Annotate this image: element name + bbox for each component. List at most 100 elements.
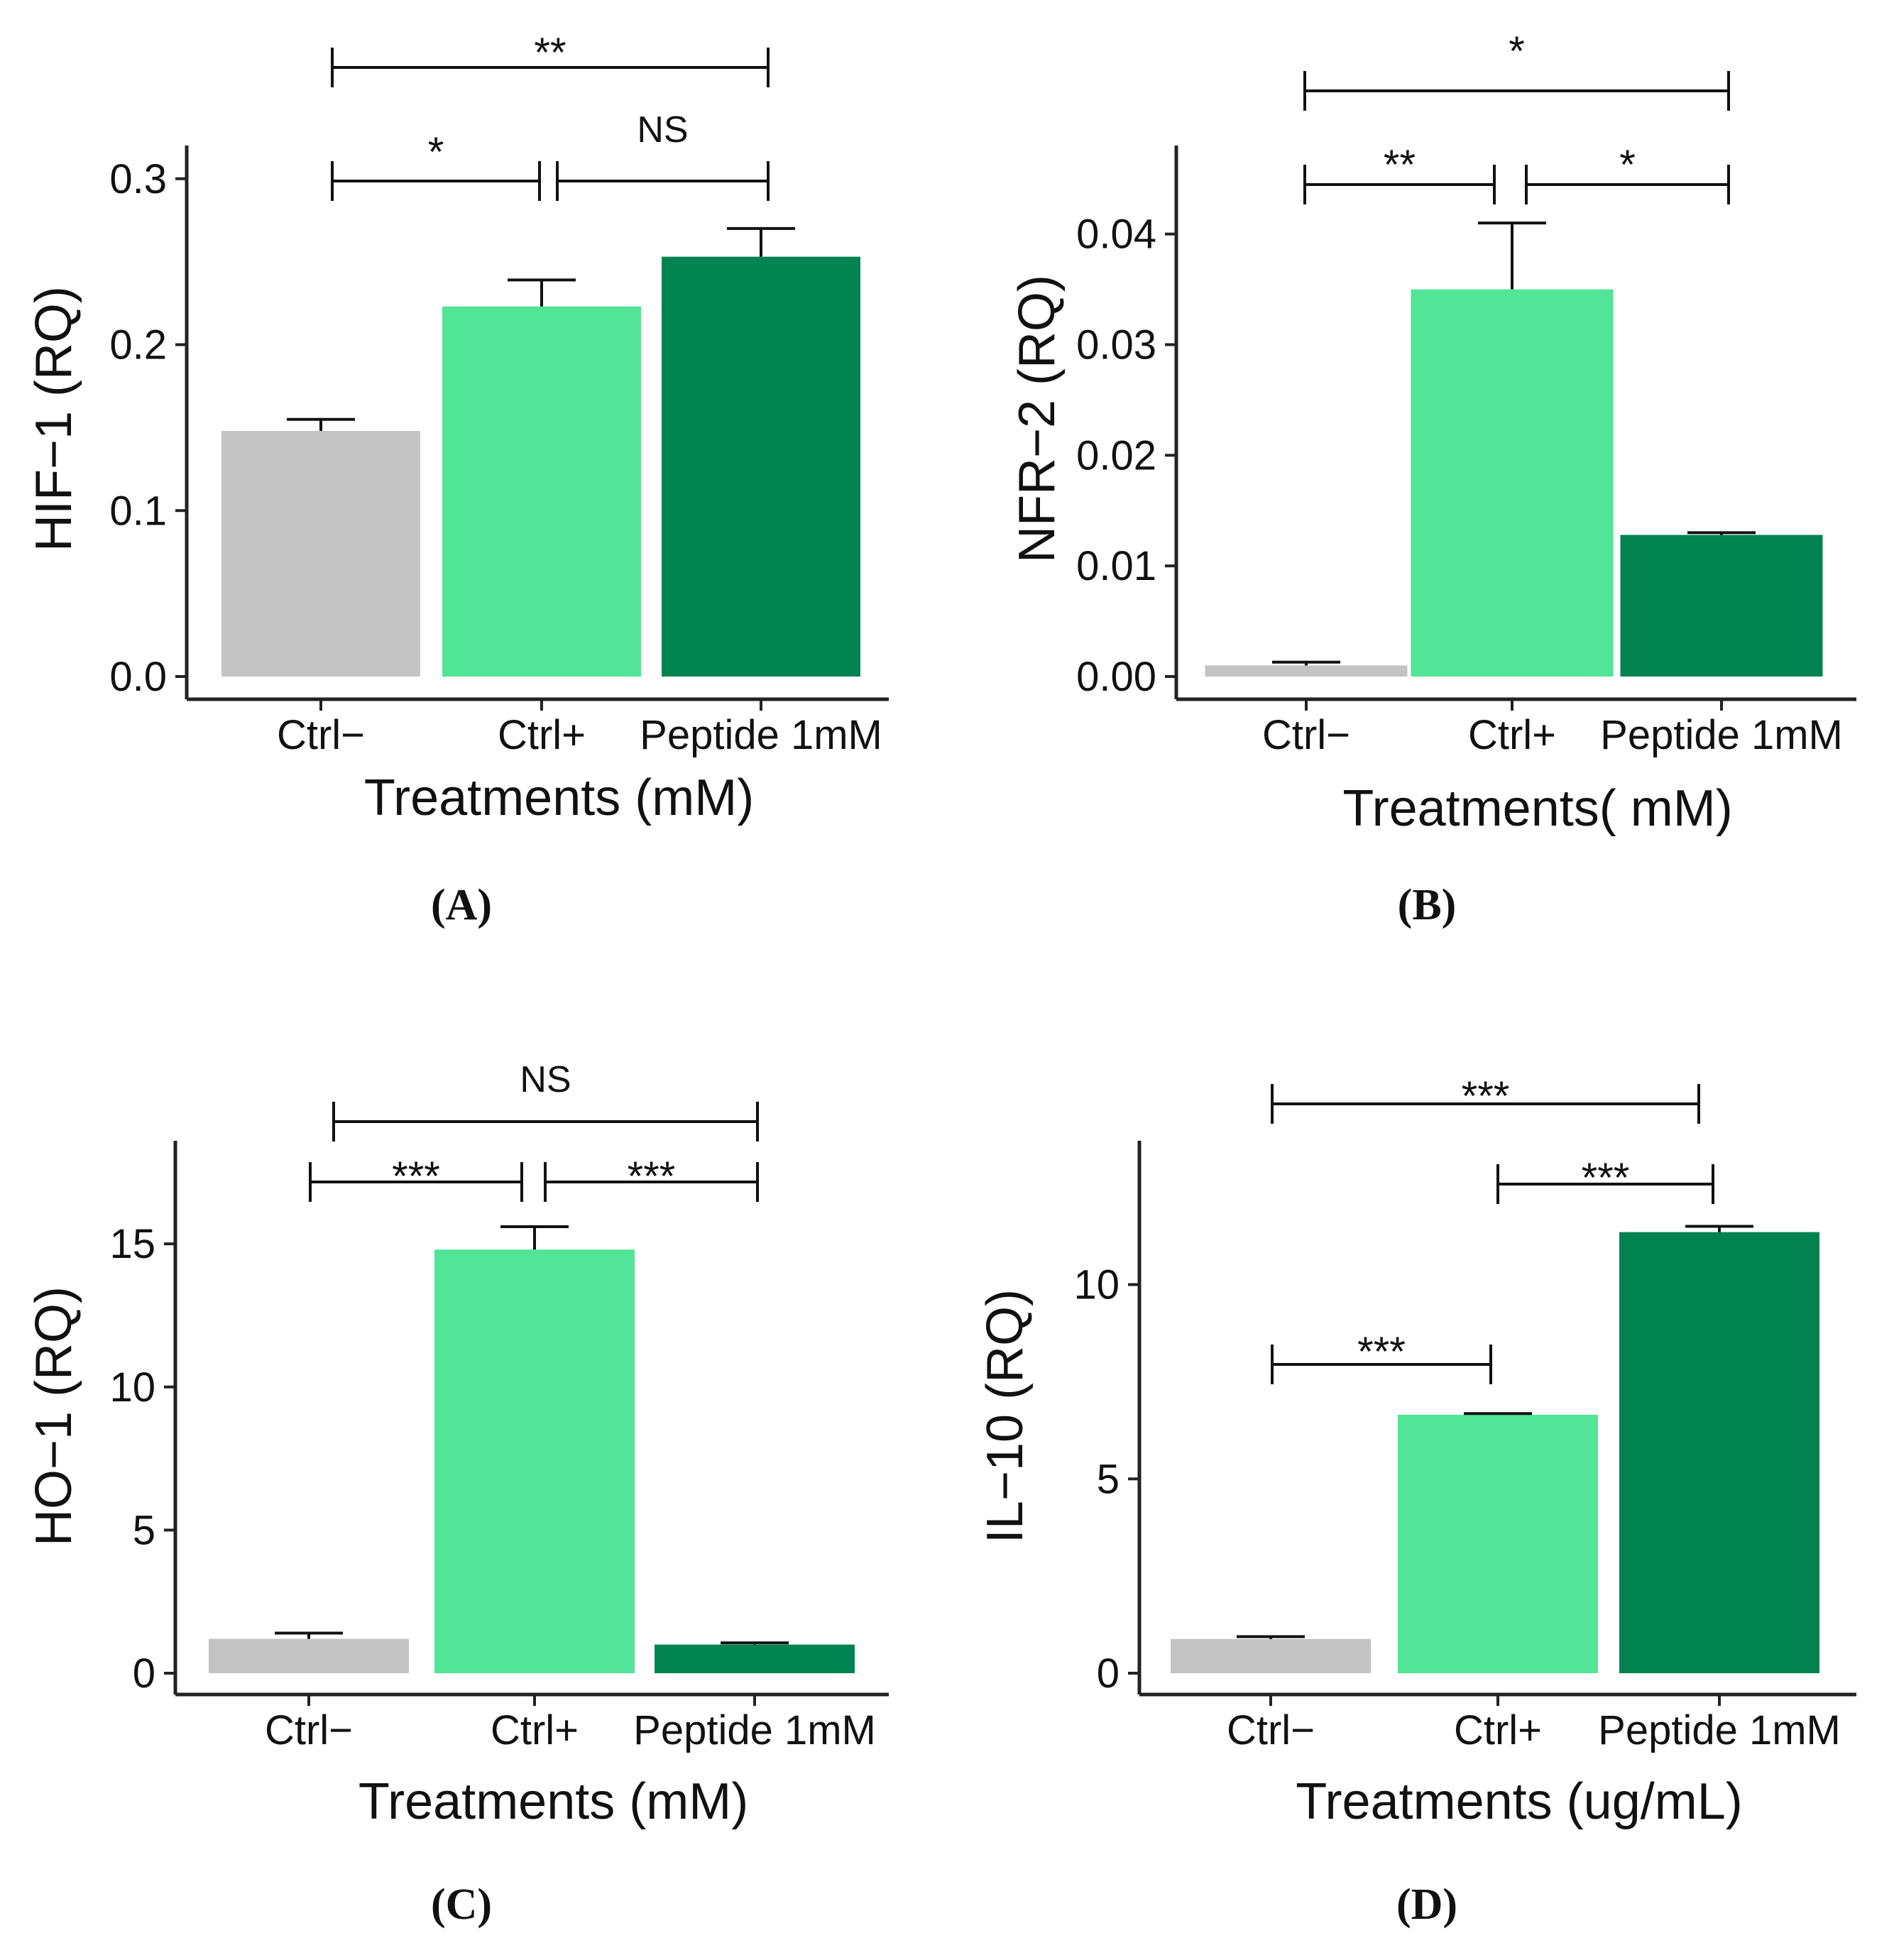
panel-a-x-tick-label-ctrl-plus: Ctrl+ xyxy=(498,712,586,758)
panel-c-error-bar-ctrl-minus xyxy=(275,1631,343,1639)
panel-b-label: (B) xyxy=(1398,881,1457,929)
panel-d-x-tick-label-peptide: Peptide 1mM xyxy=(1598,1707,1841,1753)
panel-c-y-tick-label: 10 xyxy=(109,1364,155,1411)
panel-b-y-label: NFR−2 (RQ) xyxy=(1009,275,1066,563)
panel-b-bar-peptide xyxy=(1620,535,1823,677)
significance-label: *** xyxy=(1462,1073,1510,1119)
significance-label: *** xyxy=(1357,1329,1406,1375)
panel-d-x-tick-label-ctrl-minus: Ctrl− xyxy=(1227,1707,1315,1753)
panel-c-bar-peptide xyxy=(655,1644,855,1673)
panel-b-x-tick-label-ctrl-minus: Ctrl− xyxy=(1262,712,1350,758)
panel-b-y-ticks: 0.00 0.01 0.02 0.03 0.04 xyxy=(1076,212,1176,700)
panel-d: 0 5 10 Ctrl− Ctrl+ Peptide 1mM *** *** *** IL−… xyxy=(977,1073,1856,1929)
panel-c-x-tick-label-ctrl-plus: Ctrl+ xyxy=(491,1707,579,1753)
panel-d-error-bar-ctrl-plus xyxy=(1464,1412,1532,1416)
panel-a-significance-bracket: NS xyxy=(556,109,770,201)
panel-d-error-bar-peptide xyxy=(1685,1225,1753,1232)
panel-b-bar-ctrl-minus xyxy=(1205,665,1408,677)
panel-b-significance: ** ** xyxy=(1303,28,1730,204)
panel-d-bar-peptide xyxy=(1619,1232,1819,1673)
significance-label: NS xyxy=(637,109,688,150)
significance-label: NS xyxy=(520,1059,571,1100)
significance-label: * xyxy=(428,129,444,175)
panel-a-y-label: HIF−1 (RQ) xyxy=(26,286,82,552)
panel-c-significance: *** *** NS xyxy=(309,1059,759,1202)
significance-label: *** xyxy=(1582,1155,1630,1201)
panel-d-bars xyxy=(1171,1232,1819,1673)
panel-d-y-tick-label: 5 xyxy=(1097,1456,1120,1502)
panel-b-error-bar-ctrl-minus xyxy=(1272,660,1340,666)
panel-b-x-tick-label-peptide: Peptide 1mM xyxy=(1600,712,1843,758)
panel-d-y-label: IL−10 (RQ) xyxy=(977,1289,1034,1543)
panel-b-y-tick-label: 0.04 xyxy=(1076,212,1156,258)
panel-d-significance-bracket: *** xyxy=(1271,1073,1700,1124)
panel-d-error-bar-ctrl-minus xyxy=(1237,1635,1305,1639)
panel-a-y-tick-label: 0.0 xyxy=(109,654,167,700)
panel-c-x-label: Treatments (mM) xyxy=(358,1773,748,1830)
panel-b-y-tick-label: 0.01 xyxy=(1076,543,1156,589)
panel-d-error-bars xyxy=(1237,1225,1753,1639)
significance-label: ** xyxy=(534,30,566,76)
panel-a-bar-ctrl-minus xyxy=(221,431,420,677)
panel-c-x-tick-label-ctrl-minus: Ctrl− xyxy=(265,1707,353,1753)
panel-a-error-bar-peptide xyxy=(727,226,795,257)
panel-a-x-tick-label-ctrl-minus: Ctrl− xyxy=(277,712,365,758)
panel-d-x-tick-label-ctrl-plus: Ctrl+ xyxy=(1454,1707,1542,1753)
panel-d-bar-ctrl-minus xyxy=(1171,1638,1371,1673)
panel-a-y-tick-label: 0.1 xyxy=(109,488,167,534)
panel-b-significance-bracket: * xyxy=(1303,28,1730,111)
significance-label: * xyxy=(1509,28,1525,75)
panel-d-significance-bracket: *** xyxy=(1496,1155,1714,1204)
panel-b-error-bar-peptide xyxy=(1687,531,1756,535)
panel-d-y-tick-label: 10 xyxy=(1073,1262,1120,1308)
panel-c-y-tick-label: 0 xyxy=(133,1650,155,1697)
panel-c-bar-ctrl-minus xyxy=(209,1638,409,1673)
panel-a-significance: * NS ** xyxy=(331,30,770,201)
panel-a-bar-ctrl-plus xyxy=(442,306,641,677)
panel-b-x-tick-label-ctrl-plus: Ctrl+ xyxy=(1468,712,1556,758)
significance-label: ** xyxy=(1384,142,1416,188)
panel-a-error-bars xyxy=(287,226,795,432)
panel-c-error-bar-ctrl-plus xyxy=(500,1225,569,1250)
panel-a-y-tick-label: 0.3 xyxy=(109,156,167,202)
panel-b-significance-bracket: ** xyxy=(1303,142,1496,204)
panel-b-error-bars xyxy=(1272,221,1756,666)
panel-a-bars xyxy=(221,256,860,677)
panel-a-significance-bracket: * xyxy=(331,129,541,201)
panel-c-y-tick-label: 5 xyxy=(133,1507,155,1553)
panel-a-label: (A) xyxy=(431,881,492,929)
panel-b: 0.00 0.01 0.02 0.03 0.04 Ctrl− Ctrl+ Peptide 1… xyxy=(1009,28,1856,929)
panel-c-significance-bracket: *** xyxy=(544,1154,759,1202)
panel-b-error-bar-ctrl-plus xyxy=(1478,221,1546,290)
panel-c-significance-bracket: NS xyxy=(332,1059,759,1141)
panel-d-significance: *** *** *** xyxy=(1271,1073,1714,1384)
panel-b-y-tick-label: 0.02 xyxy=(1076,432,1156,478)
panel-c-bar-ctrl-plus xyxy=(434,1249,635,1673)
panel-c-error-bar-peptide xyxy=(721,1641,789,1645)
panel-d-x-ticks: Ctrl− Ctrl+ Peptide 1mM xyxy=(1227,1695,1841,1753)
panel-c-label: (C) xyxy=(431,1880,492,1929)
panel-d-y-tick-label: 0 xyxy=(1097,1650,1120,1697)
panel-b-x-label: Treatments( mM) xyxy=(1342,780,1732,837)
panel-b-bars xyxy=(1205,289,1823,677)
panel-b-x-ticks: Ctrl− Ctrl+ Peptide 1mM xyxy=(1262,699,1843,758)
panel-a-x-tick-label-peptide: Peptide 1mM xyxy=(640,712,882,758)
panel-a-x-label: Treatments (mM) xyxy=(364,770,754,826)
panel-c-error-bars xyxy=(275,1225,789,1645)
panel-d-x-label: Treatments (ug/mL) xyxy=(1296,1773,1743,1830)
panel-a-y-tick-label: 0.2 xyxy=(109,322,167,368)
panel-a-y-ticks: 0.0 0.1 0.2 0.3 xyxy=(109,156,187,700)
panel-a-error-bar-ctrl-minus xyxy=(287,417,355,432)
significance-label: *** xyxy=(628,1154,676,1200)
panel-b-significance-bracket: * xyxy=(1525,142,1730,204)
panel-c-significance-bracket: *** xyxy=(309,1154,523,1202)
panel-a-x-ticks: Ctrl− Ctrl+ Peptide 1mM xyxy=(277,699,882,758)
panel-c-y-tick-label: 15 xyxy=(109,1221,155,1267)
panel-a: 0.0 0.1 0.2 0.3 Ctrl− Ctrl+ Peptide 1mM * NS **… xyxy=(26,30,889,929)
panel-b-bar-ctrl-plus xyxy=(1411,289,1614,677)
panel-b-y-tick-label: 0.03 xyxy=(1076,322,1156,368)
panel-c-x-tick-label-peptide: Peptide 1mM xyxy=(633,1707,876,1753)
panel-a-bar-peptide xyxy=(662,256,860,677)
significance-label: *** xyxy=(392,1154,440,1200)
